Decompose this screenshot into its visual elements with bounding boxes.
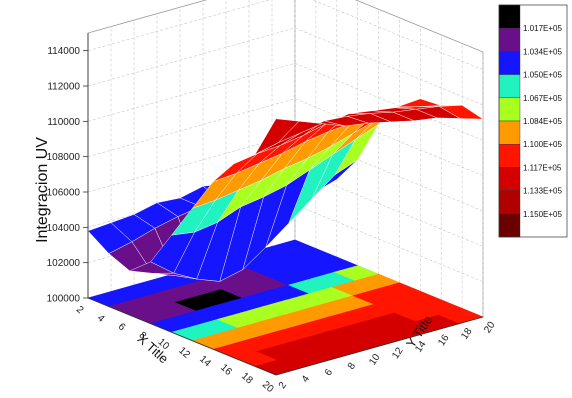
x-tick-label: 4	[95, 313, 107, 325]
x-tick-label: 8	[137, 330, 149, 342]
z-tick-label: 110000	[47, 117, 80, 128]
z-axis-title: Integracion UV	[34, 137, 51, 243]
x-axis-line	[87, 297, 277, 376]
legend-label: 1.034E+05	[523, 47, 562, 56]
legend-swatch	[498, 51, 521, 75]
legend-label: 1.117E+05	[523, 163, 562, 172]
legend-swatch	[498, 167, 521, 191]
z-tick-label: 104000	[47, 223, 81, 234]
legend-swatch	[498, 213, 521, 238]
y-tick-label: 20	[482, 320, 498, 336]
z-tick-label: 114000	[47, 46, 80, 57]
legend-label: 1.100E+05	[523, 140, 562, 149]
legend-swatch	[498, 143, 521, 168]
x-tick-label: 2	[74, 304, 86, 316]
y-tick-label: 10	[367, 352, 383, 368]
legend-label: 1.017E+05	[523, 24, 562, 33]
z-tick-label: 108000	[47, 152, 81, 163]
z-axis-tick-labels: 100000 102000 104000 106000 108000 110000 1120…	[47, 46, 88, 305]
legend-label: 1.067E+05	[523, 94, 562, 103]
chart-axes	[87, 33, 484, 376]
legend-swatch	[498, 97, 521, 122]
floor-contour-projection	[87, 239, 484, 376]
surface-cell	[254, 118, 300, 156]
z-tick-label: 102000	[47, 258, 81, 269]
x-tick-label: 12	[176, 345, 192, 361]
x-tick-label: 20	[260, 379, 276, 395]
y-tick-label: 4	[300, 373, 312, 384]
z-tick-label: 112000	[47, 82, 80, 93]
legend-swatch	[498, 120, 521, 145]
legend-swatch	[498, 28, 521, 52]
legend-label: 1.150E+05	[523, 210, 562, 219]
x-tick-label: 18	[239, 371, 255, 387]
y-tick-label: 16	[436, 332, 452, 348]
x-tick-label: 6	[116, 321, 128, 333]
legend-label: 1.050E+05	[523, 71, 562, 80]
legend-label: 1.084E+05	[523, 117, 562, 126]
y-tick-label: 2	[277, 380, 289, 391]
legend-label: 1.133E+05	[523, 187, 562, 196]
z-tick-label: 106000	[47, 188, 81, 199]
x-tick-label: 14	[197, 354, 213, 370]
legend-swatch	[498, 4, 521, 29]
surface-mesh	[87, 98, 484, 282]
y-tick-label: 6	[323, 367, 335, 378]
legend-swatch	[498, 74, 521, 98]
y-axis-line	[275, 316, 484, 376]
x-tick-label: 16	[218, 362, 234, 378]
color-scale-legend: 1.017E+05 1.034E+05 1.050E+05 1.067E+05 1.08…	[498, 4, 568, 238]
legend-frame	[498, 4, 568, 238]
y-tick-label: 8	[346, 361, 358, 372]
y-tick-label: 12	[390, 345, 406, 361]
legend-swatch	[498, 190, 521, 215]
z-tick-label: 100000	[47, 294, 81, 305]
y-tick-label: 18	[459, 326, 475, 342]
